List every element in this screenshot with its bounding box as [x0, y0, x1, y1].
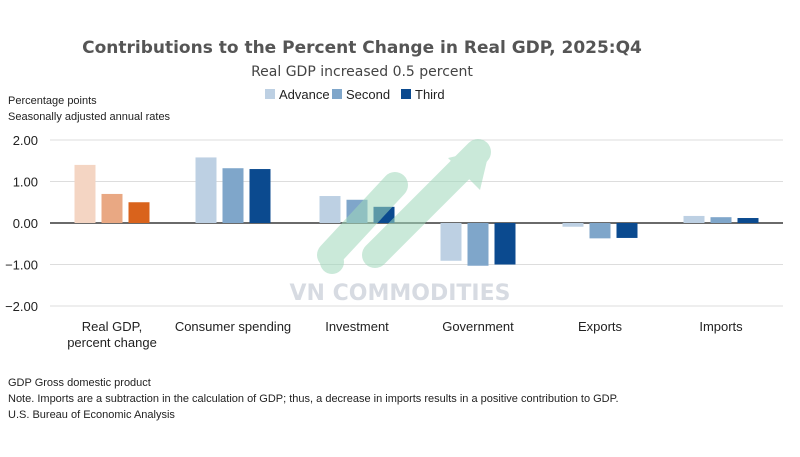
footnote-3: U.S. Bureau of Economic Analysis	[8, 409, 175, 421]
y-tick-label: −1.00	[5, 258, 38, 273]
y-tick-label: 1.00	[13, 175, 38, 190]
category-label: Real GDP,	[82, 319, 142, 334]
chart-subtitle: Real GDP increased 0.5 percent	[251, 64, 473, 80]
bar-third	[494, 223, 516, 265]
bar-advance	[74, 164, 96, 223]
y-tick-label: 2.00	[13, 133, 38, 148]
bar-advance	[562, 223, 584, 227]
category-label: Exports	[578, 319, 623, 334]
watermark-text: VN COMMODITIES	[290, 281, 511, 306]
category-label: Consumer spending	[175, 319, 291, 334]
chart-title: Contributions to the Percent Change in R…	[82, 38, 642, 58]
category-label: Imports	[699, 319, 743, 334]
bar-second	[710, 217, 732, 223]
legend-swatch-advance	[265, 89, 275, 99]
bar-second	[101, 193, 123, 223]
bar-advance	[195, 157, 217, 223]
bar-third	[737, 218, 759, 223]
bar-advance	[440, 223, 462, 261]
category-label: Government	[442, 319, 514, 334]
legend: Advance Second Third	[265, 87, 445, 102]
bar-second	[222, 168, 244, 223]
y-axis-label-2: Seasonally adjusted annual rates	[8, 111, 171, 123]
legend-label: Second	[346, 87, 390, 102]
footnote-2: Note. Imports are a subtraction in the c…	[8, 393, 619, 405]
bar-third	[616, 223, 638, 238]
bar-third	[128, 202, 150, 223]
category-label: percent change	[67, 335, 157, 350]
legend-label: Third	[415, 87, 445, 102]
bar-advance	[319, 196, 341, 223]
legend-label: Advance	[279, 87, 330, 102]
bar-advance	[683, 215, 705, 223]
legend-swatch-second	[332, 89, 342, 99]
legend-swatch-third	[401, 89, 411, 99]
watermark-arrow-head	[448, 148, 490, 190]
footnote-1: GDP Gross domestic product	[8, 377, 151, 389]
bar-third	[249, 169, 271, 223]
bar-second	[589, 223, 611, 239]
y-tick-label: 0.00	[13, 216, 38, 231]
y-axis-label-1: Percentage points	[8, 95, 97, 107]
y-tick-label: −2.00	[5, 299, 38, 314]
category-label: Investment	[325, 319, 389, 334]
watermark: VN COMMODITIES	[290, 139, 511, 306]
bar-second	[467, 223, 489, 266]
